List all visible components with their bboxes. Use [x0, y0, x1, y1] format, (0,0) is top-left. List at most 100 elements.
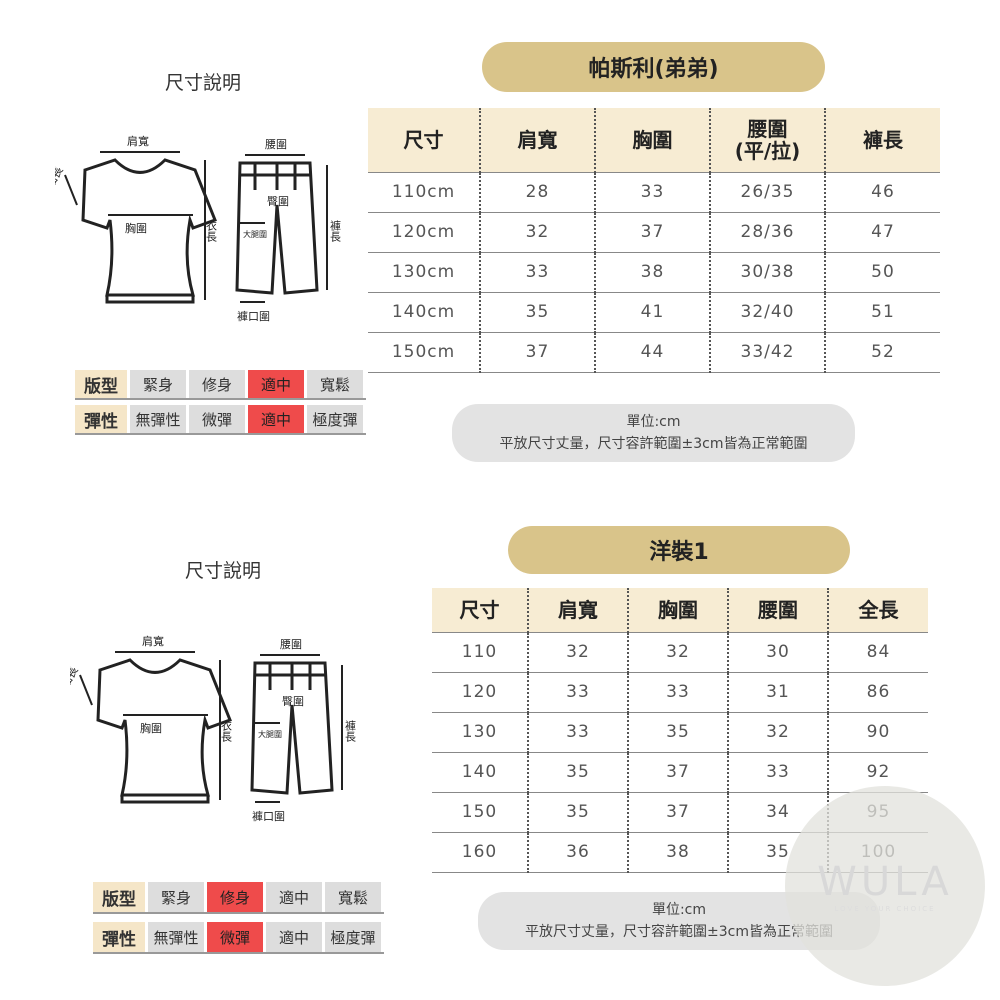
- table-row: 130cm 33 38 30/38 50: [368, 252, 940, 293]
- table-row: 140cm 35 41 32/40 51: [368, 292, 940, 333]
- diagram-label-thigh: 大腿圍: [258, 729, 282, 739]
- table-cell: 130cm: [368, 252, 480, 293]
- diagram-label-chest: 胸圍: [125, 221, 147, 235]
- table-cell: 35: [527, 792, 628, 833]
- table-cell: 33: [727, 752, 828, 793]
- table-cell: 28: [479, 172, 595, 213]
- table-cell: 33: [527, 672, 628, 713]
- note-unit: 單位:cm: [626, 414, 681, 430]
- table-cell: 52: [824, 332, 940, 373]
- diagram-title: 尺寸說明: [165, 72, 242, 94]
- table-cell: 50: [824, 252, 940, 293]
- table-row: 140 35 37 33 92: [432, 752, 928, 793]
- fit-row: 版型 緊身 修身 適中 寬鬆: [93, 882, 384, 914]
- diagram-label-shoulder: 肩寬: [142, 634, 164, 648]
- table-cell: 92: [827, 752, 928, 793]
- stretch-row: 彈性 無彈性 微彈 適中 極度彈: [75, 405, 366, 435]
- stretch-row: 彈性 無彈性 微彈 適中 極度彈: [93, 922, 384, 954]
- column-header: 全長: [827, 588, 928, 632]
- table-cell: 28/36: [709, 212, 825, 253]
- table-cell: 33/42: [709, 332, 825, 373]
- table-cell: 41: [594, 292, 710, 333]
- table-cell: 37: [627, 792, 728, 833]
- diagram-label-pants_length: 褲長: [329, 219, 342, 243]
- size-table: 尺寸 肩寬 胸圍 腰圍 (平/拉) 褲長 110cm 28 33 26/35 46 120cm 32 3…: [368, 108, 940, 373]
- table-cell: 38: [594, 252, 710, 293]
- fit-label: 版型: [75, 370, 127, 398]
- table-row: 110 32 32 30 84: [432, 632, 928, 673]
- size-diagram: 肩寬 袖長 胸圍 衣長 腰圍 臀圍 大腿圍 褲長 褲口圍: [43, 130, 355, 344]
- table-row: 120cm 32 37 28/36 47: [368, 212, 940, 253]
- table-cell: 110: [432, 632, 528, 673]
- garment-size-diagram: 肩寬 袖長 胸圍 衣長 腰圍 臀圍 大腿圍 褲長 褲口圍: [43, 134, 342, 323]
- stretch-option: 無彈性: [130, 405, 186, 433]
- diagram-label-hip: 臀圍: [267, 195, 289, 208]
- watermark-logo: WULA LOVE YOUR CHOICE: [785, 786, 985, 986]
- fit-row: 版型 緊身 修身 適中 寬鬆: [75, 370, 366, 400]
- stretch-option: 適中: [248, 405, 304, 433]
- table-cell: 33: [527, 712, 628, 753]
- size-diagram: 肩寬 袖長 胸圍 衣長 腰圍 臀圍 大腿圍 褲長 褲口圍: [58, 630, 370, 844]
- table-cell: 84: [827, 632, 928, 673]
- table-cell: 51: [824, 292, 940, 333]
- table-cell: 32/40: [709, 292, 825, 333]
- column-header: 胸圍: [594, 108, 710, 172]
- diagram-label-pants_length: 褲長: [344, 719, 357, 743]
- fit-option: 適中: [248, 370, 304, 398]
- diagram-label-length: 衣長: [220, 719, 233, 743]
- column-header: 尺寸: [432, 588, 528, 632]
- column-header: 腰圍 (平/拉): [709, 108, 825, 172]
- stretch-option: 微彈: [189, 405, 245, 433]
- table-cell: 37: [594, 212, 710, 253]
- table-cell: 110cm: [368, 172, 480, 213]
- table-title: 帕斯利(弟弟): [482, 42, 825, 92]
- garment-size-diagram: 肩寬 袖長 胸圍 衣長 腰圍 臀圍 大腿圍 褲長 褲口圍: [58, 634, 357, 823]
- fit-label: 版型: [93, 882, 145, 912]
- diagram-label-hem: 褲口圍: [252, 809, 285, 823]
- table-row: 130 33 35 32 90: [432, 712, 928, 753]
- table-row: 110cm 28 33 26/35 46: [368, 172, 940, 213]
- table-cell: 33: [594, 172, 710, 213]
- table-cell: 33: [627, 672, 728, 713]
- stretch-label: 彈性: [75, 405, 127, 433]
- diagram-label-shoulder: 肩寬: [127, 134, 149, 148]
- table-cell: 32: [727, 712, 828, 753]
- stretch-label: 彈性: [93, 922, 145, 952]
- table-cell: 32: [479, 212, 595, 253]
- fit-option: 適中: [266, 882, 322, 912]
- fit-option: 寬鬆: [325, 882, 381, 912]
- table-cell: 26/35: [709, 172, 825, 213]
- table-title: 洋裝1: [508, 526, 850, 574]
- table-cell: 32: [627, 632, 728, 673]
- table-cell: 120: [432, 672, 528, 713]
- table-cell: 46: [824, 172, 940, 213]
- diagram-label-chest: 胸圍: [140, 721, 162, 735]
- diagram-label-thigh: 大腿圍: [243, 229, 267, 239]
- column-header: 胸圍: [627, 588, 728, 632]
- diagram-label-sleeve: 袖長: [55, 164, 66, 190]
- fit-option: 修身: [189, 370, 245, 398]
- table-cell: 86: [827, 672, 928, 713]
- column-header: 肩寬: [479, 108, 595, 172]
- stretch-option: 適中: [266, 922, 322, 952]
- column-header: 肩寬: [527, 588, 628, 632]
- note-text: 平放尺寸丈量，尺寸容許範圍±3cm皆為正常範圍: [499, 436, 808, 452]
- table-cell: 31: [727, 672, 828, 713]
- note-unit: 單位:cm: [651, 902, 707, 918]
- table-cell: 150cm: [368, 332, 480, 373]
- stretch-option: 微彈: [207, 922, 263, 952]
- table-cell: 160: [432, 832, 528, 873]
- watermark-brand: WULA: [817, 859, 953, 905]
- watermark-tagline: LOVE YOUR CHOICE: [834, 905, 936, 913]
- table-row: 150cm 37 44 33/42 52: [368, 332, 940, 373]
- table-cell: 44: [594, 332, 710, 373]
- fit-option: 寬鬆: [307, 370, 363, 398]
- table-cell: 33: [479, 252, 595, 293]
- diagram-label-hip: 臀圍: [282, 695, 304, 708]
- table-cell: 38: [627, 832, 728, 873]
- table-cell: 140cm: [368, 292, 480, 333]
- fit-option: 緊身: [148, 882, 204, 912]
- fit-option: 修身: [207, 882, 263, 912]
- diagram-label-waist: 腰圍: [280, 638, 302, 651]
- column-header: 尺寸: [368, 108, 480, 172]
